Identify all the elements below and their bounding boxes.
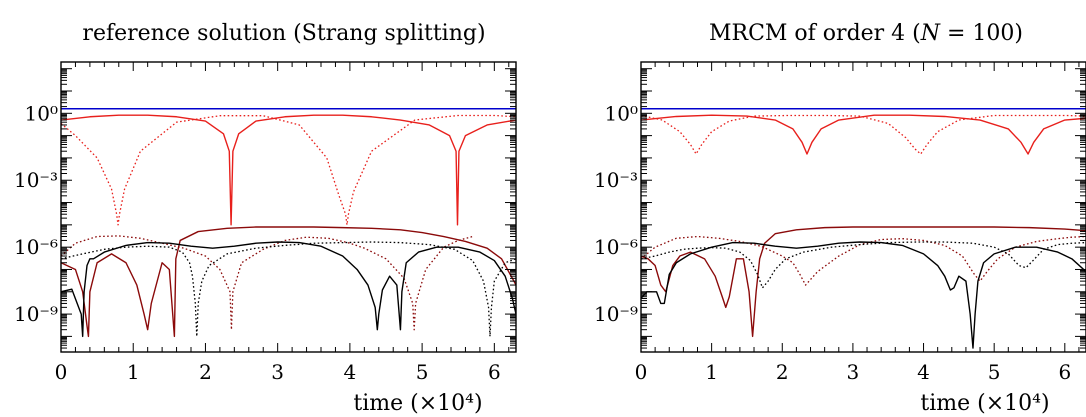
- x-axis-label: time (×10⁴): [353, 391, 482, 416]
- y-tick-label: 10⁻³: [594, 168, 638, 192]
- x-tick-label: 5: [988, 360, 1001, 384]
- x-tick-label: 1: [127, 360, 140, 384]
- series-line-6: [61, 241, 516, 338]
- series-line-3: [641, 226, 1086, 338]
- y-tick-label: 10⁻⁶: [594, 235, 638, 259]
- series-line-1: [641, 114, 1086, 155]
- series-line-6: [641, 241, 1086, 289]
- x-tick-label: 1: [705, 360, 718, 384]
- series-line-2: [641, 114, 1086, 155]
- x-tick-label: 4: [344, 360, 357, 384]
- y-tick-label: 10⁻⁹: [14, 302, 58, 326]
- chart-title: MRCM of order 4 (N = 100): [709, 21, 1023, 46]
- x-tick-label: 5: [416, 360, 429, 384]
- chart-panel-left: reference solution (Strang splitting) 0 1 2…: [14, 21, 517, 416]
- x-tick-label: 3: [847, 360, 860, 384]
- plot-frame: [640, 61, 1086, 353]
- x-tick-label: 4: [917, 360, 930, 384]
- x-tick-label: 2: [776, 360, 789, 384]
- y-tick-label: 10⁻³: [14, 168, 58, 192]
- y-tick-label: 10⁰: [25, 101, 58, 125]
- plot-frame: [60, 61, 517, 353]
- series-line-3: [61, 226, 516, 338]
- series-line-5: [61, 241, 516, 338]
- series-line-4: [61, 235, 473, 331]
- y-tick-label: 10⁻⁹: [594, 302, 638, 326]
- chart-panel-right: MRCM of order 4 (N = 100) 0 1 2 3 4 5 6 10⁰ 10⁻³ 1…: [594, 21, 1086, 416]
- x-axis-label: time (×10⁴): [920, 391, 1049, 416]
- chart-title: reference solution (Strang splitting): [82, 21, 485, 46]
- series-line-5: [641, 241, 1086, 349]
- series-line-2: [61, 114, 516, 226]
- x-tick-label: 6: [1058, 360, 1071, 384]
- x-tick-label: 3: [271, 360, 284, 384]
- series-line-1: [61, 114, 516, 226]
- series-line-4: [641, 235, 1086, 286]
- x-tick-label: 0: [635, 360, 648, 384]
- x-tick-label: 0: [55, 360, 68, 384]
- x-tick-label: 2: [199, 360, 212, 384]
- x-tick-label: 6: [488, 360, 501, 384]
- y-tick-label: 10⁰: [605, 101, 638, 125]
- y-tick-label: 10⁻⁶: [14, 235, 58, 259]
